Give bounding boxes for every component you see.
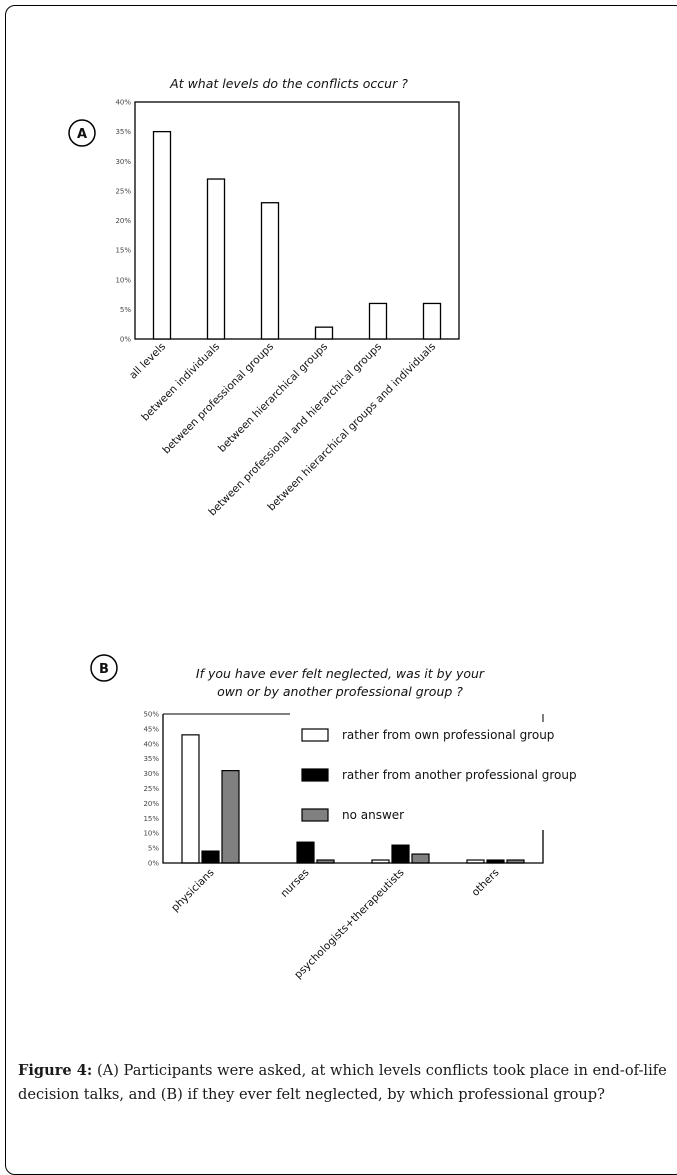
chart-a-ytick-label: 0% — [120, 336, 131, 344]
chart-a-bar — [422, 302, 442, 340]
chart-a-bar — [368, 302, 388, 340]
chart-a-category-label: all levels — [127, 341, 168, 382]
chart-b-legend-label: rather from own professional group — [342, 728, 554, 742]
chart-a-ytick-label: 15% — [115, 247, 131, 255]
chart-b-bar — [296, 841, 315, 864]
chart-b-bar — [391, 844, 410, 864]
caption-label: Figure 4: — [18, 1062, 93, 1079]
chart-b-legend-swatch — [301, 768, 329, 782]
chart-b-legend-swatch — [301, 728, 329, 742]
chart-b-category-label: others — [469, 867, 501, 899]
chart-a-bar — [206, 178, 226, 340]
chart-b-ytick-label: 25% — [143, 785, 159, 793]
panel-a-letter: A — [77, 127, 87, 142]
chart-b-title-line-2: own or by another professional group ? — [217, 684, 463, 699]
chart-b-ytick-label: 45% — [143, 725, 159, 733]
caption-text: (A) Participants were asked, at which le… — [18, 1062, 667, 1103]
chart-b-category-label: psychologists+therapeutists — [292, 867, 406, 981]
chart-a-bar — [260, 202, 280, 340]
chart-a-ytick-label: 25% — [115, 187, 131, 195]
chart-b-ytick-label: 20% — [143, 800, 159, 808]
chart-a-ytick-label: 40% — [115, 99, 131, 107]
chart-a-category-label: between hierarchical groups — [216, 341, 330, 455]
chart-b-ytick-label: 15% — [143, 815, 159, 823]
chart-b-category-label: physicians — [169, 867, 216, 914]
chart-b-bar — [181, 734, 200, 864]
chart-a-category-label: between professional groups — [160, 341, 276, 457]
chart-b-category-label: nurses — [278, 867, 311, 900]
chart-a-ytick-label: 35% — [115, 128, 131, 136]
chart-b: B If you have ever felt neglected, was i… — [90, 654, 577, 981]
chart-b-ytick-label: 30% — [143, 770, 159, 778]
chart-b-ytick-label: 10% — [143, 830, 159, 838]
chart-b-bar — [201, 850, 220, 864]
chart-b-ytick-label: 35% — [143, 755, 159, 763]
chart-a-ytick-label: 5% — [120, 306, 131, 314]
chart-b-legend-swatch — [301, 808, 329, 822]
chart-a-bar — [314, 326, 334, 340]
panel-a-badge — [68, 119, 96, 147]
chart-b-ytick-label: 40% — [143, 740, 159, 748]
chart-a-ytick-label: 10% — [115, 276, 131, 284]
chart-b-ytick-label: 50% — [143, 711, 159, 719]
chart-b-ytick-label: 5% — [148, 845, 159, 853]
chart-b-title-line-1: If you have ever felt neglected, was it … — [196, 666, 485, 681]
chart-b-legend-label: no answer — [342, 808, 404, 822]
chart-a-title: At what levels do the conflicts occur ? — [169, 76, 408, 91]
chart-b-bar — [221, 770, 240, 864]
chart-a: A At what levels do the conflicts occur … — [68, 76, 460, 518]
chart-b-bar — [411, 853, 430, 864]
chart-b-legend-label: rather from another professional group — [342, 768, 577, 782]
panel-b-letter: B — [99, 662, 109, 677]
figure-canvas: A At what levels do the conflicts occur … — [68, 76, 577, 981]
chart-a-bar — [152, 130, 172, 340]
chart-b-axes — [162, 714, 544, 864]
chart-a-ytick-label: 20% — [115, 217, 131, 225]
chart-b-ytick-label: 0% — [148, 860, 159, 868]
chart-a-ytick-label: 30% — [115, 158, 131, 166]
chart-a-plot-area — [134, 101, 460, 340]
figure-caption: Figure 4: (A) Participants were asked, a… — [18, 1059, 668, 1107]
panel-b-badge — [90, 654, 118, 682]
